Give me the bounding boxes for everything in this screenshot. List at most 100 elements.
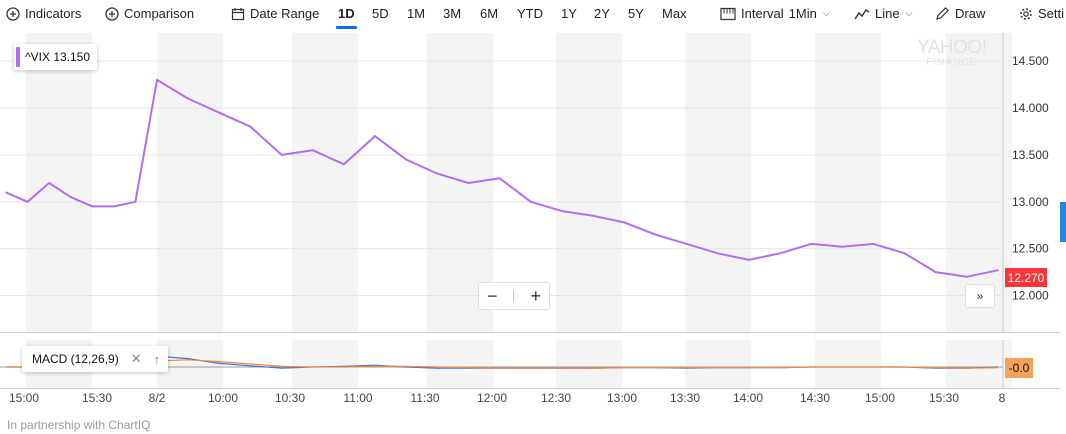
- range-5d[interactable]: 5D: [372, 6, 389, 21]
- interval-icon: [720, 7, 736, 21]
- range-3m[interactable]: 3M: [443, 6, 462, 21]
- vix-data-point: [280, 154, 283, 156]
- vix-data-point: [530, 201, 532, 203]
- time-band: [946, 33, 1012, 333]
- vix-data-point: [436, 172, 439, 175]
- price-chart[interactable]: 12.000 12.500 13.000 13.500 14.000 14.500: [0, 33, 1066, 333]
- x-tick-label: 15:00: [865, 391, 895, 405]
- close-icon[interactable]: ✕: [130, 351, 142, 366]
- vix-data-point: [997, 269, 999, 271]
- range-1m[interactable]: 1M: [407, 6, 426, 21]
- fast-forward-button[interactable]: »: [965, 284, 995, 308]
- interval-button[interactable]: Interval 1Min ⌵: [720, 6, 830, 21]
- comparison-button[interactable]: Comparison: [105, 6, 194, 21]
- chart-type-label: Line: [875, 6, 900, 21]
- arrow-up-icon[interactable]: ↑: [153, 351, 161, 367]
- range-5y[interactable]: 5Y: [628, 6, 644, 21]
- plus-circle-icon: [6, 6, 20, 21]
- x-tick-label: 14:30: [800, 391, 830, 405]
- yahoo-finance-watermark: YAHOO! FINANCE: [917, 37, 987, 70]
- date-range-label: Date Range: [250, 6, 320, 21]
- time-band: [815, 33, 881, 333]
- range-ytd[interactable]: YTD: [517, 6, 543, 21]
- macd-time-band: [292, 340, 358, 388]
- zoom-out-button[interactable]: −: [486, 286, 498, 306]
- vix-data-point: [343, 163, 345, 166]
- settings-button[interactable]: Setti: [1019, 6, 1064, 21]
- x-tick-label: 15:30: [929, 391, 959, 405]
- macd-time-band: [946, 340, 1012, 388]
- x-tick-label: 14:00: [733, 391, 763, 405]
- chart-type-button[interactable]: Line ⌵: [854, 6, 912, 21]
- vix-data-point: [249, 125, 252, 128]
- watermark-line1: YAHOO!: [917, 37, 987, 58]
- indicators-label: Indicators: [25, 6, 82, 21]
- vix-data-point: [903, 252, 906, 255]
- time-band: [292, 33, 358, 333]
- macd-label: MACD (12,26,9): [32, 352, 119, 366]
- gear-icon: [1019, 7, 1033, 21]
- x-tick-label: 8/2: [149, 391, 166, 405]
- vix-data-point: [311, 149, 314, 151]
- range-1y[interactable]: 1Y: [561, 6, 577, 21]
- macd-time-band: [427, 340, 493, 388]
- line-chart-icon: [854, 7, 870, 21]
- macd-time-band: [815, 340, 881, 388]
- vix-data-point: [872, 243, 875, 245]
- interval-label: Interval: [741, 6, 784, 21]
- chartiq-credit: In partnership with ChartIQ: [7, 418, 151, 432]
- vix-data-point: [810, 243, 812, 245]
- y-tick-label: 14.000: [1012, 101, 1049, 115]
- draw-button[interactable]: Draw: [935, 6, 985, 21]
- x-tick-label: 10:30: [275, 391, 305, 405]
- y-tick-label: 13.500: [1012, 148, 1049, 162]
- legend-value: 13.150: [53, 50, 91, 64]
- zoom-controls: − +: [478, 282, 550, 310]
- x-tick-label: 10:00: [208, 391, 238, 405]
- range-1d[interactable]: 1D: [336, 6, 357, 29]
- vix-data-point: [218, 111, 221, 114]
- vix-data-point: [841, 246, 844, 248]
- y-tick-label: 12.500: [1012, 242, 1049, 256]
- draw-label: Draw: [955, 6, 986, 21]
- x-tick-label: 15:30: [82, 391, 112, 405]
- comparison-label: Comparison: [124, 6, 195, 21]
- vix-data-point: [748, 259, 750, 261]
- chart-toolbar: Indicators Comparison Date Range 1D 5D 1…: [0, 0, 1066, 30]
- vix-data-point: [654, 233, 657, 236]
- x-tick-label: 12:00: [477, 391, 507, 405]
- zoom-in-button[interactable]: +: [530, 286, 541, 306]
- vix-data-point: [623, 221, 625, 224]
- legend-symbol: ^VIX: [25, 50, 50, 64]
- series-legend[interactable]: ^VIX 13.150: [14, 44, 98, 70]
- x-tick-label: 13:00: [607, 391, 637, 405]
- vix-data-point: [91, 205, 94, 208]
- pencil-icon: [935, 6, 950, 21]
- vix-data-point: [113, 205, 115, 208]
- vix-data-point: [966, 276, 968, 278]
- time-band: [685, 33, 751, 333]
- x-tick-label: 8: [999, 391, 1006, 405]
- indicators-button[interactable]: Indicators: [6, 6, 81, 21]
- vix-data-point: [134, 201, 137, 203]
- vix-data-point: [498, 177, 501, 180]
- y-tick-label: 13.000: [1012, 195, 1049, 209]
- fast-forward-icon: »: [976, 289, 984, 303]
- x-tick-label: 12:30: [541, 391, 571, 405]
- side-panel-tab[interactable]: [1060, 202, 1066, 242]
- date-range-button[interactable]: Date Range: [231, 6, 319, 21]
- vix-data-point: [26, 201, 29, 203]
- vix-data-point: [592, 215, 594, 217]
- x-tick-label: 15:00: [9, 391, 39, 405]
- range-max[interactable]: Max: [662, 6, 687, 21]
- x-tick-label: 13:30: [670, 391, 700, 405]
- macd-time-band: [685, 340, 751, 388]
- range-6m[interactable]: 6M: [480, 6, 499, 21]
- y-tick-label: 12.000: [1012, 289, 1049, 303]
- vix-data-point: [467, 182, 470, 184]
- time-band: [26, 33, 92, 333]
- vix-data-point: [156, 79, 158, 81]
- range-2y[interactable]: 2Y: [594, 6, 610, 21]
- settings-label: Setti: [1038, 6, 1065, 21]
- chevron-down-icon: ⌵: [905, 8, 913, 18]
